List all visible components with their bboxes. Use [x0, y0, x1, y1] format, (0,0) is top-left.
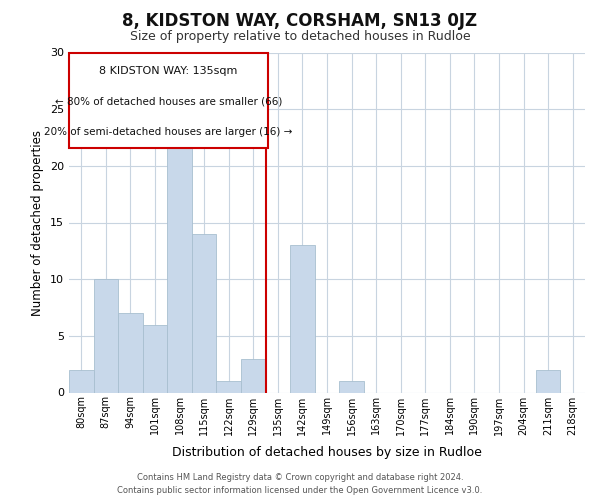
Text: Contains HM Land Registry data © Crown copyright and database right 2024.
Contai: Contains HM Land Registry data © Crown c… [118, 474, 482, 495]
Text: Size of property relative to detached houses in Rudloe: Size of property relative to detached ho… [130, 30, 470, 43]
Bar [167, 120, 192, 392]
Bar [118, 313, 143, 392]
Bar [94, 279, 118, 392]
Bar [217, 381, 241, 392]
Bar [69, 370, 94, 392]
Bar [536, 370, 560, 392]
Bar [143, 324, 167, 392]
Y-axis label: Number of detached properties: Number of detached properties [31, 130, 44, 316]
Bar [339, 381, 364, 392]
Text: 8, KIDSTON WAY, CORSHAM, SN13 0JZ: 8, KIDSTON WAY, CORSHAM, SN13 0JZ [122, 12, 478, 30]
Bar [192, 234, 217, 392]
Text: 20% of semi-detached houses are larger (16) →: 20% of semi-detached houses are larger (… [44, 128, 293, 138]
FancyBboxPatch shape [69, 52, 268, 148]
Bar [290, 245, 315, 392]
Text: ← 80% of detached houses are smaller (66): ← 80% of detached houses are smaller (66… [55, 96, 282, 106]
Bar [241, 358, 266, 392]
X-axis label: Distribution of detached houses by size in Rudloe: Distribution of detached houses by size … [172, 446, 482, 459]
Text: 8 KIDSTON WAY: 135sqm: 8 KIDSTON WAY: 135sqm [99, 66, 238, 76]
